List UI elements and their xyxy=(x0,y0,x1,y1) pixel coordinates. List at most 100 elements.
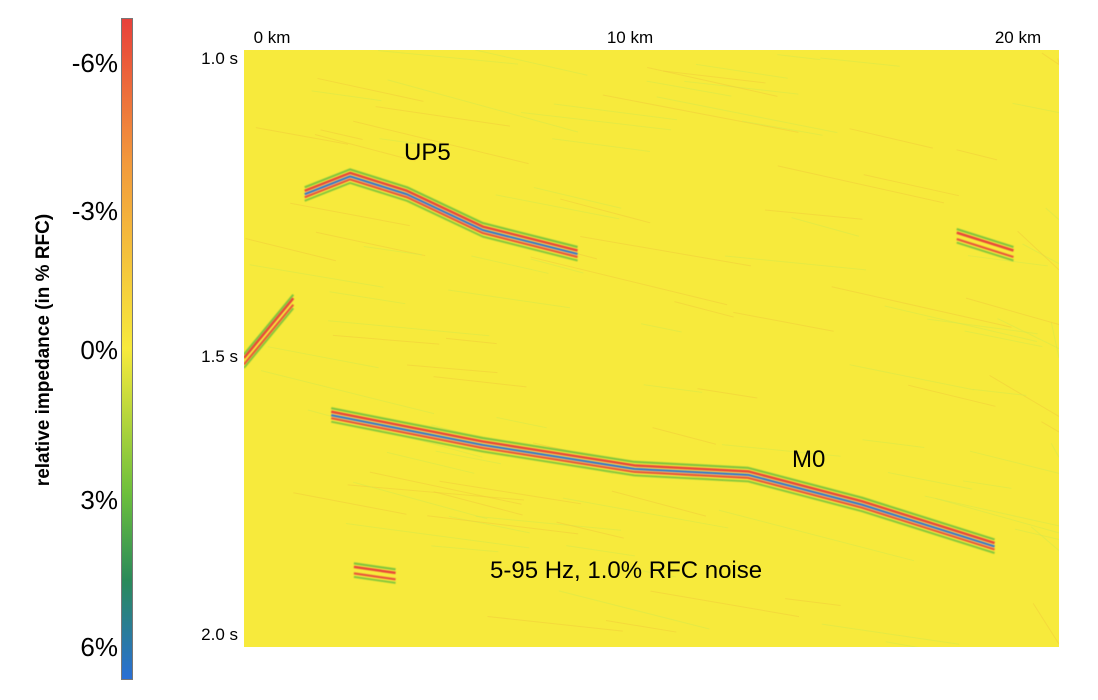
reflector-up5-band xyxy=(304,178,578,259)
texture-line xyxy=(566,545,635,557)
texture-line xyxy=(602,94,799,133)
section-events xyxy=(244,168,1014,584)
colorbar: -6% -3% 0% 3% 6% relative impedance (in … xyxy=(0,0,150,700)
texture-line xyxy=(249,264,384,288)
reflector-m0-band xyxy=(330,417,995,551)
reflector-event-4-band xyxy=(244,297,295,359)
texture-line xyxy=(260,370,435,415)
y-tick-2-0s: 2.0 s xyxy=(201,625,238,644)
texture-line xyxy=(347,484,524,501)
texture-line xyxy=(674,301,734,318)
reflector-up5-band xyxy=(304,171,578,252)
texture-line xyxy=(611,490,707,517)
texture-line xyxy=(1041,421,1059,433)
texture-line xyxy=(741,120,823,136)
texture-line xyxy=(386,451,475,474)
texture-line xyxy=(353,481,488,520)
texture-line xyxy=(831,286,1012,328)
texture-line xyxy=(495,194,620,220)
texture-line xyxy=(733,311,834,332)
texture-line xyxy=(663,70,766,84)
texture-line xyxy=(560,198,651,224)
texture-line xyxy=(530,258,584,274)
texture-line xyxy=(1014,528,1059,540)
texture-line xyxy=(967,255,1048,267)
texture-line xyxy=(435,450,501,465)
texture-line xyxy=(378,50,519,65)
colorbar-tick-4: 3% xyxy=(80,485,118,515)
reflector-up5-band xyxy=(304,181,578,262)
texture-line xyxy=(290,202,410,227)
texture-line xyxy=(427,515,579,535)
texture-line xyxy=(496,416,547,429)
reflector-event-4-band xyxy=(244,303,295,366)
texture-line xyxy=(777,54,821,61)
texture-line xyxy=(647,67,778,97)
texture-line xyxy=(885,641,919,647)
texture-line xyxy=(725,255,866,271)
texture-line xyxy=(849,128,933,149)
texture-line xyxy=(293,492,407,515)
texture-line xyxy=(375,106,510,127)
texture-line xyxy=(619,566,677,578)
texture-line xyxy=(1032,603,1059,645)
colorbar-tick-1: -6% xyxy=(71,48,118,78)
texture-line xyxy=(1041,52,1059,65)
colorbar-tick-3: 0% xyxy=(80,335,118,365)
texture-line xyxy=(650,590,800,618)
texture-line xyxy=(521,112,672,131)
colorbar-label: relative impedance (in % RFC) xyxy=(33,213,54,487)
texture-line xyxy=(887,472,973,490)
colorbar-tick-5: 6% xyxy=(80,632,118,662)
reflector-event-3-band xyxy=(353,565,396,575)
texture-line xyxy=(849,364,975,391)
texture-line xyxy=(862,439,925,448)
texture-line xyxy=(821,623,960,645)
texture-line xyxy=(884,305,1037,342)
reflector-event-4-band xyxy=(244,293,295,356)
texture-line xyxy=(562,497,729,529)
texture-line xyxy=(927,318,1038,335)
texture-line xyxy=(431,545,499,553)
texture-line xyxy=(314,133,416,162)
texture-line xyxy=(684,80,799,95)
texture-line xyxy=(332,334,440,345)
texture-line xyxy=(255,127,349,145)
texture-line xyxy=(963,480,1012,489)
texture-line xyxy=(605,620,677,633)
texture-line xyxy=(433,491,523,516)
texture-line xyxy=(972,388,1027,396)
texture-line xyxy=(764,209,863,220)
texture-line xyxy=(777,165,945,204)
y-tick-1-5s: 1.5 s xyxy=(201,347,238,366)
reflector-event-2-band xyxy=(956,238,1014,259)
reflector-up5-band xyxy=(304,168,578,249)
reflector-event-4-band xyxy=(244,307,295,369)
texture-line xyxy=(820,57,900,67)
seismic-section xyxy=(244,50,1059,647)
texture-line xyxy=(439,480,582,505)
texture-line xyxy=(363,245,422,256)
texture-line xyxy=(964,330,1043,348)
texture-line xyxy=(646,80,732,97)
texture-line xyxy=(558,590,710,630)
texture-line xyxy=(475,515,622,531)
texture-line xyxy=(652,427,717,445)
section-background xyxy=(244,50,1059,647)
reflector-event-2-band xyxy=(956,228,1014,249)
texture-line xyxy=(1050,443,1059,458)
texture-line xyxy=(697,388,758,399)
texture-line xyxy=(320,129,363,140)
reflector-up5-band xyxy=(304,175,578,256)
x-tick-0km: 0 km xyxy=(253,28,291,47)
texture-line xyxy=(965,297,1059,326)
texture-line xyxy=(448,289,570,309)
texture-line xyxy=(935,497,1059,534)
texture-line xyxy=(245,238,336,262)
texture-line xyxy=(487,615,623,632)
reflector-event-2-band xyxy=(956,231,1014,252)
texture-line xyxy=(1057,58,1059,65)
texture-line xyxy=(379,138,447,149)
texture-line xyxy=(311,90,382,102)
section-texture xyxy=(245,50,1059,647)
